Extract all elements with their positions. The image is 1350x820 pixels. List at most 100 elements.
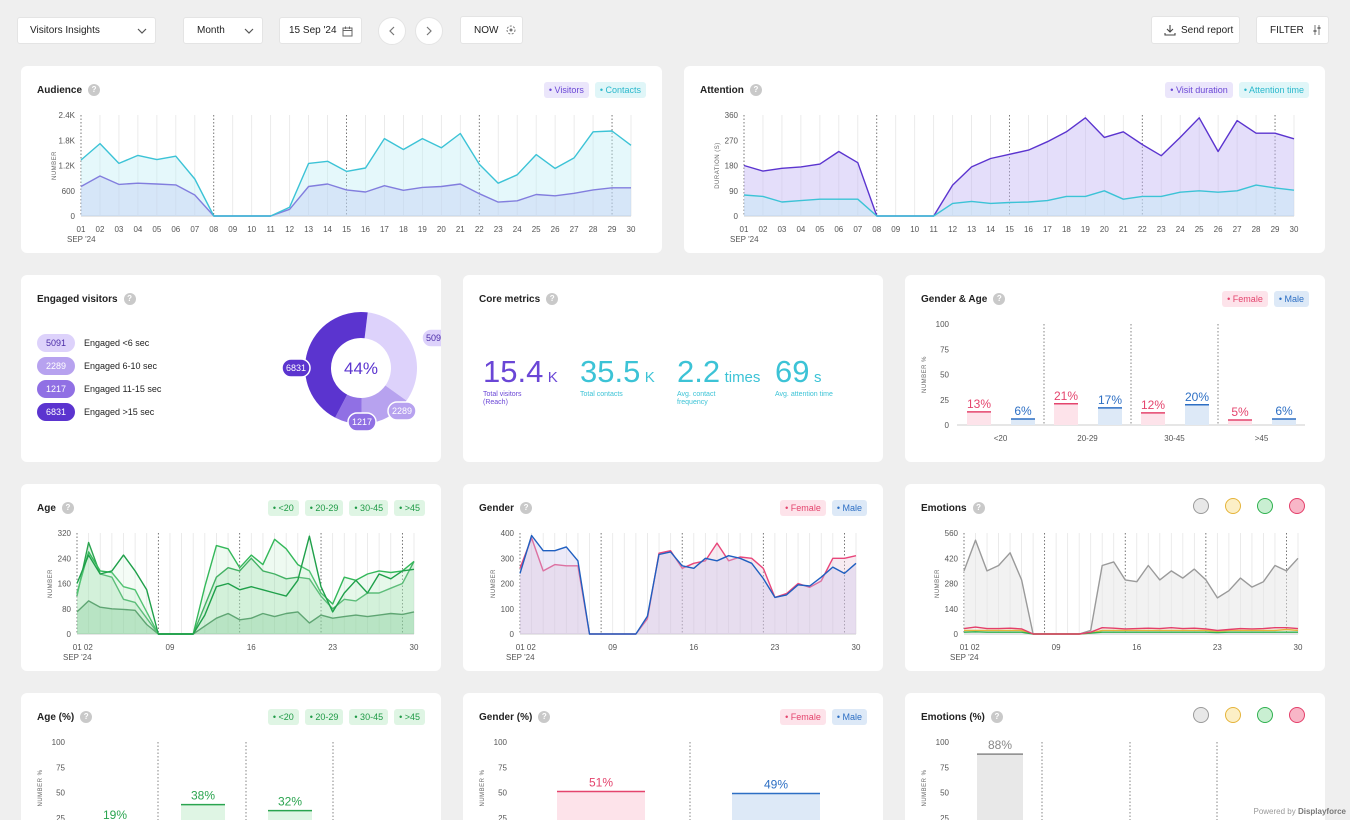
x-tick-label: 11 bbox=[929, 225, 938, 234]
legend-male[interactable]: • Male bbox=[831, 500, 867, 516]
help-icon[interactable]: ? bbox=[990, 711, 1003, 723]
metric-value: 35.5 bbox=[580, 354, 641, 389]
metric-total-visitors: 15.4 K Total visitors (Reach) bbox=[483, 356, 558, 407]
metric-unit: times bbox=[724, 369, 761, 386]
emotions-title: Emotions? bbox=[921, 502, 985, 514]
attention-chart: 360 270 180 90 0 DURATION (S) 01 02 03 04 05 06 07 08… bbox=[715, 111, 1299, 244]
x-tick-label: 29 bbox=[1271, 225, 1280, 234]
neutral-face-icon[interactable] bbox=[1193, 498, 1209, 514]
happy-face-icon[interactable] bbox=[1225, 498, 1241, 514]
series-line-1 bbox=[743, 184, 1295, 217]
legend-age-30-45[interactable]: • 30-45 bbox=[349, 709, 389, 725]
bar bbox=[1141, 412, 1165, 425]
prev-button[interactable] bbox=[378, 17, 406, 45]
legend-visitors[interactable]: • Visitors bbox=[543, 82, 589, 98]
help-icon[interactable]: ? bbox=[520, 502, 533, 514]
x-tick-label: 17 bbox=[380, 225, 389, 234]
x-tick-label: 15 bbox=[342, 225, 351, 234]
x-tick-label: 08 bbox=[872, 225, 881, 234]
bar bbox=[557, 791, 645, 820]
y-tick-label: 75 bbox=[56, 763, 65, 772]
x-tick-label: 23 bbox=[1213, 643, 1222, 652]
engaged-item: 2289 Engaged 6-10 sec bbox=[37, 357, 157, 375]
help-icon[interactable]: ? bbox=[972, 502, 985, 514]
legend-age-20-29[interactable]: • 20-29 bbox=[304, 709, 344, 725]
y-axis-label: NUMBER % bbox=[480, 769, 486, 806]
help-icon[interactable]: ? bbox=[546, 293, 559, 305]
legend-female[interactable]: • Female bbox=[780, 500, 826, 516]
x-tick-label: 30 bbox=[410, 643, 419, 652]
y-tick-label: 2.4K bbox=[59, 111, 76, 120]
angry-face-icon[interactable] bbox=[1289, 498, 1305, 514]
legend-male[interactable]: • Male bbox=[1273, 291, 1309, 307]
now-label: NOW bbox=[474, 24, 499, 36]
engaged-donut-chart: 44% 5091 2289 1217 6831 bbox=[281, 312, 441, 432]
help-icon[interactable]: ? bbox=[123, 293, 136, 305]
y-tick-label: 0 bbox=[71, 212, 76, 221]
help-icon[interactable]: ? bbox=[88, 84, 101, 96]
next-button[interactable] bbox=[415, 17, 443, 45]
surprised-face-icon[interactable] bbox=[1257, 498, 1273, 514]
series-area-3 bbox=[77, 536, 414, 634]
emotions-pct-title: Emotions (%)? bbox=[921, 711, 1003, 723]
x-tick-label: 30 bbox=[627, 225, 636, 234]
help-icon[interactable]: ? bbox=[80, 711, 93, 723]
legend-age-over-45[interactable]: • >45 bbox=[394, 709, 425, 725]
bar-value-label: 5% bbox=[1231, 405, 1249, 419]
x-axis-sublabel: SEP '24 bbox=[730, 235, 759, 244]
x-tick-label: 19 bbox=[1081, 225, 1090, 234]
series-line-0 bbox=[519, 537, 857, 635]
legend-age-20-29[interactable]: • 20-29 bbox=[304, 500, 344, 516]
gender-chart: 400 300 200 100 0 NUMBER 01 02 09 16 23 30 SEP '24 bbox=[491, 529, 861, 662]
donut-callout-label: 5091 bbox=[426, 333, 441, 343]
help-icon[interactable]: ? bbox=[993, 293, 1006, 305]
legend-contacts[interactable]: • Contacts bbox=[594, 82, 646, 98]
legend-age-under-20[interactable]: • <20 bbox=[267, 500, 299, 516]
help-icon[interactable]: ? bbox=[538, 711, 551, 723]
surprised-face-icon[interactable] bbox=[1257, 707, 1273, 723]
x-tick-label: 30 bbox=[1294, 643, 1303, 652]
bar-value-label: 6% bbox=[1275, 404, 1293, 418]
age-title: Age? bbox=[37, 502, 74, 514]
help-icon[interactable]: ? bbox=[61, 502, 74, 514]
legend-age-30-45[interactable]: • 30-45 bbox=[349, 500, 389, 516]
series-line-1 bbox=[80, 130, 632, 217]
y-tick-label: 0 bbox=[954, 630, 959, 639]
happy-face-icon[interactable] bbox=[1225, 707, 1241, 723]
attention-card: Attention? • Visit duration • Attention … bbox=[684, 66, 1325, 253]
x-tick-label: 18 bbox=[399, 225, 408, 234]
legend-attention-time[interactable]: • Attention time bbox=[1238, 82, 1309, 98]
series-area-0 bbox=[81, 176, 631, 216]
gender-age-card: Gender & Age? • Female • Male 100 75 50 25 0… bbox=[905, 275, 1325, 462]
y-tick-label: 240 bbox=[58, 554, 72, 563]
y-tick-label: 25 bbox=[940, 396, 949, 405]
filter-button[interactable]: FILTER bbox=[1256, 16, 1329, 44]
send-report-button[interactable]: Send report bbox=[1151, 16, 1240, 44]
emotions-pct-chart: 100 75 50 25 NUMBER % 88% bbox=[922, 738, 1218, 820]
legend-female[interactable]: • Female bbox=[1222, 291, 1268, 307]
neutral-face-icon[interactable] bbox=[1193, 707, 1209, 723]
engaged-value: 5091 bbox=[37, 334, 75, 352]
legend-male[interactable]: • Male bbox=[831, 709, 867, 725]
y-tick-label: 0 bbox=[945, 421, 950, 430]
help-icon[interactable]: ? bbox=[749, 84, 762, 96]
angry-face-icon[interactable] bbox=[1289, 707, 1305, 723]
brand-name: Displayforce bbox=[1297, 807, 1346, 816]
legend-female[interactable]: • Female bbox=[780, 709, 826, 725]
series-area-0 bbox=[77, 600, 414, 634]
view-select[interactable]: Visitors Insights bbox=[17, 17, 156, 44]
period-select[interactable]: Month bbox=[183, 17, 263, 44]
legend-age-over-45[interactable]: • >45 bbox=[394, 500, 425, 516]
x-tick-label: 23 bbox=[770, 643, 779, 652]
legend-age-under-20[interactable]: • <20 bbox=[267, 709, 299, 725]
donut-callout-label: 2289 bbox=[392, 406, 412, 416]
now-button[interactable]: NOW bbox=[460, 16, 523, 44]
y-axis-label: DURATION (S) bbox=[715, 142, 721, 189]
legend-visit-duration[interactable]: • Visit duration bbox=[1165, 82, 1233, 98]
y-tick-label: 1.8K bbox=[59, 136, 76, 145]
date-picker[interactable]: 15 Sep '24 bbox=[279, 17, 362, 44]
series-area-2 bbox=[77, 539, 414, 634]
gender-card: Gender? • Female • Male 400 300 200 100 0 NUM… bbox=[463, 484, 883, 671]
metric-unit: K bbox=[547, 369, 558, 386]
x-tick-label: 03 bbox=[777, 225, 786, 234]
